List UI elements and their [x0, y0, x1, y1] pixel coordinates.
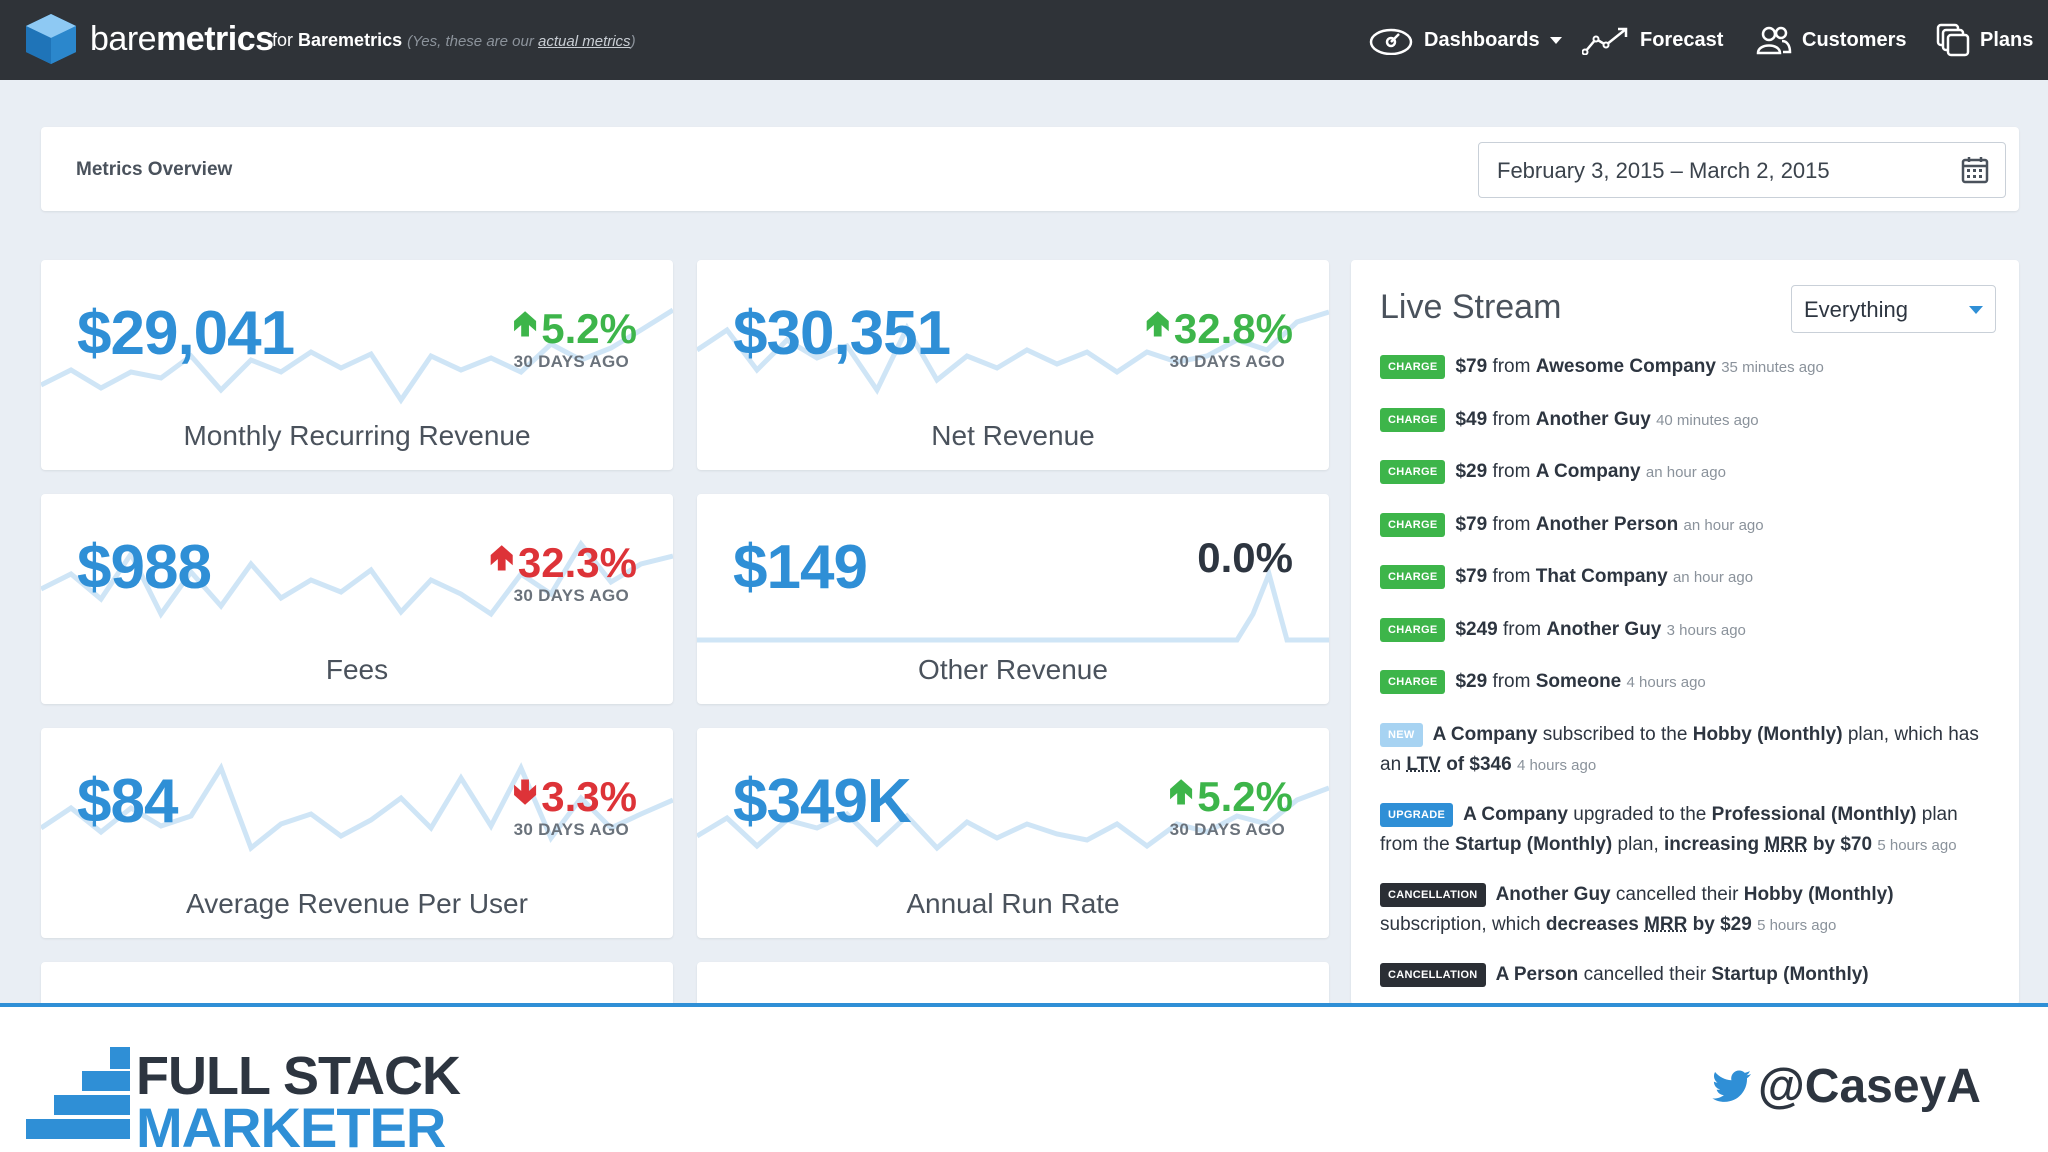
metric-change: 🢁 32.8% — [1145, 300, 1293, 357]
metric-period: 30 DAYS AGO — [513, 820, 629, 839]
page-title: Metrics Overview — [76, 159, 233, 180]
stream-event-charge[interactable]: CHARGE $79 from That Company an hour ago — [1380, 562, 2000, 593]
nav-dashboards[interactable]: Dashboards — [1368, 24, 1562, 56]
sparkline — [697, 785, 1329, 852]
metric-card-arpu[interactable]: $84 🢃 3.3% 30 DAYS AGO Average Revenue Pe… — [41, 728, 673, 938]
arrow-up-icon: 🢁 — [1168, 773, 1194, 811]
arrow-up-icon: 🢁 — [512, 305, 538, 343]
metric-change: 🢁 5.2% — [1169, 768, 1293, 825]
stream-event-charge[interactable]: CHARGE $29 from A Company an hour ago — [1380, 457, 2000, 488]
nav-forecast[interactable]: Forecast — [1582, 24, 1723, 56]
metric-label: Annual Run Rate — [906, 888, 1120, 919]
metric-card-other-revenue[interactable]: $149 0.0% Other Revenue — [697, 494, 1329, 704]
metric-value: $988 — [77, 533, 212, 602]
metric-change: 🢃 3.3% — [513, 768, 637, 825]
stream-event-cancellation[interactable]: CANCELLATION Another Guy cancelled their … — [1380, 883, 1894, 935]
metric-change: 🢁 32.3% — [489, 534, 637, 591]
arrow-up-red-icon: 🢁 — [489, 539, 514, 577]
twitter-handle[interactable]: @CaseyA — [1712, 1059, 1981, 1114]
stream-filter-value: Everything — [1804, 297, 1908, 322]
metric-value: $149 — [733, 533, 868, 602]
metric-card-fees[interactable]: $988 🢁 32.3% 30 DAYS AGO Fees — [41, 494, 673, 704]
calendar-icon[interactable] — [1961, 156, 1989, 184]
metric-period: 30 DAYS AGO — [1169, 820, 1285, 839]
banner-line-2: MARKETER — [136, 1096, 446, 1152]
sparkline — [41, 539, 673, 619]
twitter-bird-icon — [1712, 1070, 1751, 1102]
banner-line-1: FULL STACK — [136, 1046, 461, 1106]
metric-label: Net Revenue — [931, 420, 1095, 451]
metrics-overview-header: Metrics Overview February 3, 2015 – Marc… — [41, 127, 2019, 211]
new-badge: NEW — [1380, 723, 1423, 747]
stream-filter-select[interactable]: Everything — [1791, 285, 1996, 333]
chevron-down-icon — [1549, 36, 1562, 44]
sparkline — [41, 307, 673, 405]
stream-event-charge[interactable]: CHARGE $79 from Awesome Company 35 minute… — [1380, 352, 2000, 383]
plans-stack-icon — [1936, 23, 1970, 57]
arrow-down-icon: 🢃 — [512, 773, 538, 811]
metric-value: $349K — [733, 767, 912, 836]
date-range-picker[interactable]: February 3, 2015 – March 2, 2015 — [1478, 142, 2006, 198]
metric-value: $84 — [77, 767, 178, 836]
metric-card-annual-run-rate[interactable]: $349K 🢁 5.2% 30 DAYS AGO Annual Run Rate — [697, 728, 1329, 938]
stream-event-charge[interactable]: CHARGE $29 from Someone 4 hours ago — [1380, 667, 2000, 698]
date-range-value: February 3, 2015 – March 2, 2015 — [1497, 158, 1830, 183]
metric-label: Other Revenue — [918, 654, 1108, 685]
brand-name[interactable]: baremetrics — [90, 20, 274, 58]
baremetrics-logo-icon[interactable] — [22, 12, 80, 66]
sparkline — [697, 309, 1329, 395]
dashboard-gauge-icon — [1369, 28, 1413, 55]
full-stack-marketer-logo-icon — [26, 1047, 130, 1139]
metric-period: 30 DAYS AGO — [513, 352, 629, 371]
metric-card-net-revenue[interactable]: $30,351 🢁 32.8% 30 DAYS AGO Net Revenue — [697, 260, 1329, 470]
trend-line-icon — [1582, 27, 1628, 55]
top-navigation-bar: baremetrics for Baremetrics (Yes, these … — [0, 0, 2048, 80]
metric-label: Fees — [325, 654, 389, 685]
stream-event-charge[interactable]: CHARGE $249 from Another Guy 3 hours ago — [1380, 615, 2000, 646]
cancellation-badge: CANCELLATION — [1380, 883, 1486, 907]
metric-period: 30 DAYS AGO — [1169, 352, 1285, 371]
metric-card-mrr[interactable]: $29,041 🢁 5.2% 30 DAYS AGO Monthly Recurr… — [41, 260, 673, 470]
metric-label: Monthly Recurring Revenue — [183, 420, 531, 451]
users-icon — [1756, 26, 1792, 55]
metric-value: $30,351 — [733, 299, 951, 368]
metric-value: $29,041 — [77, 299, 295, 368]
metric-period: 30 DAYS AGO — [513, 586, 629, 605]
charge-badge: CHARGE — [1380, 355, 1446, 379]
cancellation-badge: CANCELLATION — [1380, 963, 1486, 987]
actual-metrics-link[interactable]: actual metrics — [538, 33, 631, 50]
arrow-up-icon: 🢁 — [1145, 305, 1170, 343]
full-stack-marketer-banner: FULL STACK MARKETER @CaseyA — [0, 1007, 2048, 1152]
chevron-down-icon — [1969, 306, 1983, 314]
charge-badge: CHARGE — [1380, 670, 1446, 694]
stream-event-charge[interactable]: CHARGE $49 from Another Guy 40 minutes ag… — [1380, 405, 2000, 436]
live-stream-panel: Live Stream Everything CHARGE $79 from Aw… — [1351, 260, 2019, 1005]
live-stream-title: Live Stream — [1380, 288, 1562, 326]
metric-label: Average Revenue Per User — [186, 888, 528, 919]
charge-badge: CHARGE — [1380, 460, 1446, 484]
nav-customers[interactable]: Customers — [1756, 24, 1906, 56]
charge-badge: CHARGE — [1380, 565, 1446, 589]
metric-change: 🢁 5.2% — [513, 300, 637, 357]
nav-plans[interactable]: Plans — [1936, 23, 2033, 57]
metric-change: 0.0% — [1197, 534, 1293, 581]
stream-event-new-subscription[interactable]: NEW A Company subscribed to the Hobby (Mo… — [1380, 723, 1979, 775]
sparkline — [697, 566, 1329, 643]
banner-divider — [0, 1003, 2048, 1007]
sparkline — [41, 762, 673, 853]
charge-badge: CHARGE — [1380, 513, 1446, 537]
upgrade-badge: UPGRADE — [1380, 803, 1454, 827]
brand-tagline: for Baremetrics (Yes, these are our actu… — [272, 30, 636, 50]
stream-event-cancellation[interactable]: CANCELLATION A Person cancelled their Sta… — [1380, 960, 2000, 990]
charge-badge: CHARGE — [1380, 408, 1446, 432]
stream-event-charge[interactable]: CHARGE $79 from Another Person an hour ag… — [1380, 510, 2000, 541]
stream-event-upgrade[interactable]: UPGRADE A Company upgraded to the Profess… — [1380, 803, 1958, 855]
charge-badge: CHARGE — [1380, 618, 1446, 642]
